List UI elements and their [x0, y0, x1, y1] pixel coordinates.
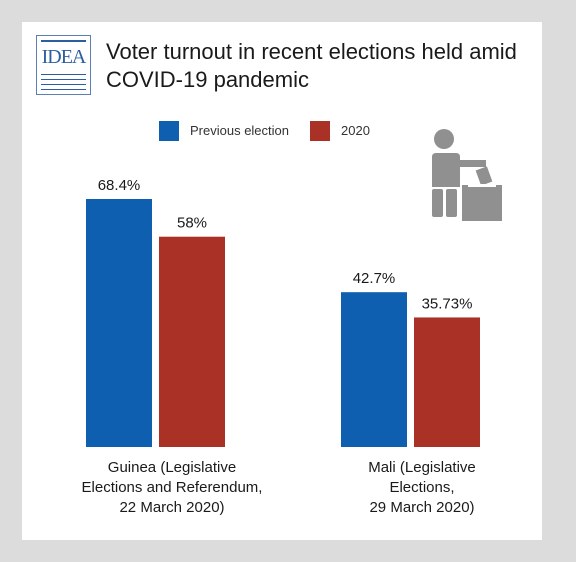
chart-title: Voter turnout in recent elections held a… — [106, 39, 517, 92]
legend-swatch-previous — [159, 121, 179, 141]
chart-card: IDEA Voter turnout in recent elections h… — [22, 22, 542, 540]
data-label-guinea-2020: 58% — [177, 215, 207, 232]
bar-guinea-2020 — [159, 236, 225, 447]
legend-label-2020: 2020 — [341, 123, 370, 138]
legend-swatch-2020 — [310, 121, 330, 141]
bar-guinea-previous — [86, 199, 152, 447]
legend-label-previous: Previous election — [190, 123, 289, 138]
data-label-guinea-previous: 68.4% — [98, 177, 141, 194]
bar-mali-previous — [341, 292, 407, 447]
category-label-mali: Mali (Legislative Elections, 29 March 20… — [368, 459, 476, 516]
logo-mark: IDEA — [41, 46, 87, 68]
data-label-mali-previous: 42.7% — [353, 270, 396, 287]
idea-logo: IDEA — [36, 35, 91, 95]
data-label-mali-2020: 35.73% — [422, 295, 473, 312]
voter-ballot-box-icon — [432, 129, 502, 221]
bar-chart: 68.4% 58% 42.7% 35.73% — [86, 177, 480, 447]
bar-mali-2020 — [414, 317, 480, 447]
category-label-guinea: Guinea (Legislative Elections and Refere… — [81, 459, 263, 516]
